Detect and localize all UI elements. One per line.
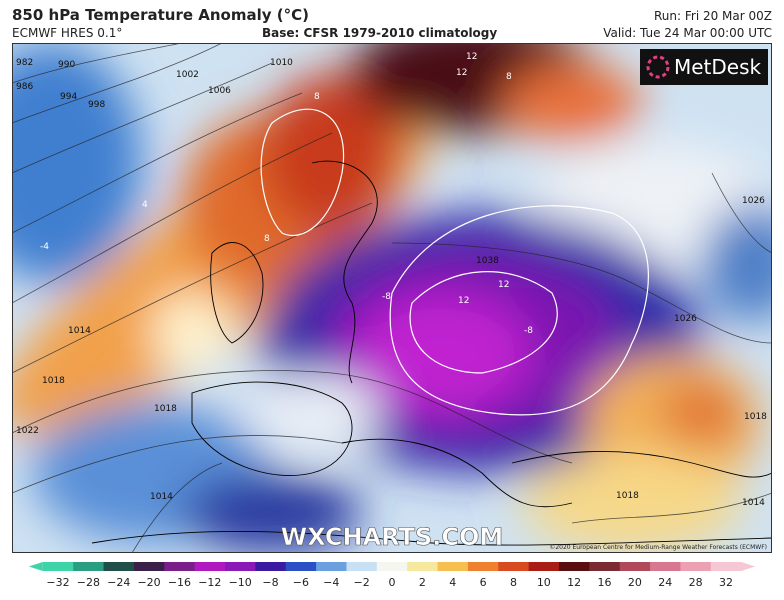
- contour-label: 1018: [744, 412, 767, 422]
- contour-label: 986: [16, 82, 33, 92]
- logo: MetDesk: [640, 49, 768, 85]
- colorbar-segment: [316, 562, 347, 571]
- colorbar-label: 24: [658, 576, 672, 589]
- contour-label: 1014: [742, 498, 765, 508]
- contour-label: 8: [506, 72, 512, 82]
- colorbar-segment: [73, 562, 105, 571]
- colorbar-segment: [650, 562, 681, 571]
- colorbar-segment: [437, 562, 469, 571]
- colorbar-segment: [164, 562, 196, 571]
- map-border: [12, 43, 772, 553]
- contour-label: 1018: [42, 376, 65, 386]
- contour-label: 1018: [616, 491, 639, 501]
- colorbar: −32 −28 −24 −20 −16 −12 −10 −8 −6 −4 −2 0 2 4 6 8 10 12 16…: [28, 562, 756, 589]
- contour-label: 1022: [16, 426, 39, 436]
- colorbar-segment: [255, 562, 287, 571]
- colorbar-label: −10: [229, 576, 252, 589]
- colorbar-segment: [559, 562, 590, 571]
- colorbar-label: −6: [293, 576, 309, 589]
- contour-label: 12: [456, 68, 467, 78]
- colorbar-segment: [407, 562, 439, 571]
- colorbar-label: −16: [168, 576, 191, 589]
- contour-label: 1018: [154, 404, 177, 414]
- colorbar-label: 6: [480, 576, 487, 589]
- contour-label: 1014: [150, 492, 173, 502]
- colorbar-segment: [376, 562, 408, 571]
- colorbar-end: [741, 562, 756, 571]
- contour-label: 1026: [674, 314, 697, 324]
- anomaly-field: 982 986 990 994 998 1002 1006 1010 1014 …: [12, 43, 772, 553]
- colorbar-segment: [194, 562, 226, 571]
- colorbar-segment: [133, 562, 165, 571]
- colorbar-segment: [285, 562, 317, 571]
- colorbar-label: 28: [689, 576, 703, 589]
- contour-label: -8: [524, 326, 533, 336]
- colorbar-label: 12: [567, 576, 581, 589]
- model: ECMWF HRES 0.1°: [12, 26, 123, 40]
- contour-label: 1026: [742, 196, 765, 206]
- colorbar-segment: [103, 562, 135, 571]
- colorbar-label: −28: [77, 576, 100, 589]
- colorbar-segment: [710, 562, 742, 571]
- colorbar-label: −12: [198, 576, 221, 589]
- colorbar-label: 2: [419, 576, 426, 589]
- colorbar-label: 20: [628, 576, 642, 589]
- isobars: [12, 43, 772, 553]
- run: Run: Fri 20 Mar 00Z: [653, 9, 772, 23]
- colorbar-segment: [42, 562, 74, 571]
- colorbar-label: −20: [137, 576, 160, 589]
- isotherms: [260, 108, 649, 416]
- valid: Valid: Tue 24 Mar 00:00 UTC: [603, 26, 772, 40]
- contour-label: 1038: [476, 256, 499, 266]
- colorbar-segment: [467, 562, 499, 571]
- colorbar-end: [28, 562, 43, 571]
- colorbar-label: −8: [262, 576, 278, 589]
- contour-label: 1006: [208, 86, 231, 96]
- contour-label: 994: [60, 92, 77, 102]
- contour-label: 982: [16, 58, 33, 68]
- colorbar-label: 0: [389, 576, 396, 589]
- colorbar-label: 4: [449, 576, 456, 589]
- colorbar-label: −24: [107, 576, 130, 589]
- colorbar-label: 32: [719, 576, 733, 589]
- contour-label: -8: [382, 292, 391, 302]
- colorbar-segment: [528, 562, 560, 571]
- contour-label: 12: [498, 280, 509, 290]
- coastlines: [91, 160, 772, 546]
- contour-label: 4: [142, 200, 148, 210]
- base: Base: CFSR 1979-2010 climatology: [262, 26, 498, 40]
- watermark: WXCHARTS.COM: [281, 523, 503, 551]
- colorbar-label: −2: [354, 576, 370, 589]
- contour-label: 1010: [270, 58, 293, 68]
- logo-text: MetDesk: [674, 55, 762, 79]
- colorbar-label: 16: [598, 576, 612, 589]
- contour-label: 1002: [176, 70, 199, 80]
- contour-label: 8: [264, 234, 270, 244]
- colorbar-label: 10: [537, 576, 551, 589]
- colorbar-segment: [589, 562, 621, 571]
- colorbar-label: 8: [510, 576, 517, 589]
- colorbar-segment: [498, 562, 530, 571]
- contour-label: 12: [458, 296, 469, 306]
- colorbar-segment: [346, 562, 378, 571]
- contour-label: 1014: [68, 326, 91, 336]
- copyright: ©2020 European Centre for Medium-Range W…: [549, 544, 767, 551]
- colorbar-label: −4: [323, 576, 339, 589]
- contour-label: -4: [40, 242, 49, 252]
- colorbar-segment: [619, 562, 651, 571]
- title: 850 hPa Temperature Anomaly (°C): [12, 6, 309, 24]
- colorbar-segment: [225, 562, 256, 571]
- contour-label: 990: [58, 60, 75, 70]
- colorbar-label: −32: [46, 576, 69, 589]
- contour-label: 12: [466, 52, 477, 62]
- map: 982 986 990 994 998 1002 1006 1010 1014 …: [12, 43, 772, 553]
- colorbar-segment: [680, 562, 712, 571]
- contour-label: 8: [314, 92, 320, 102]
- contour-label: 998: [88, 100, 105, 110]
